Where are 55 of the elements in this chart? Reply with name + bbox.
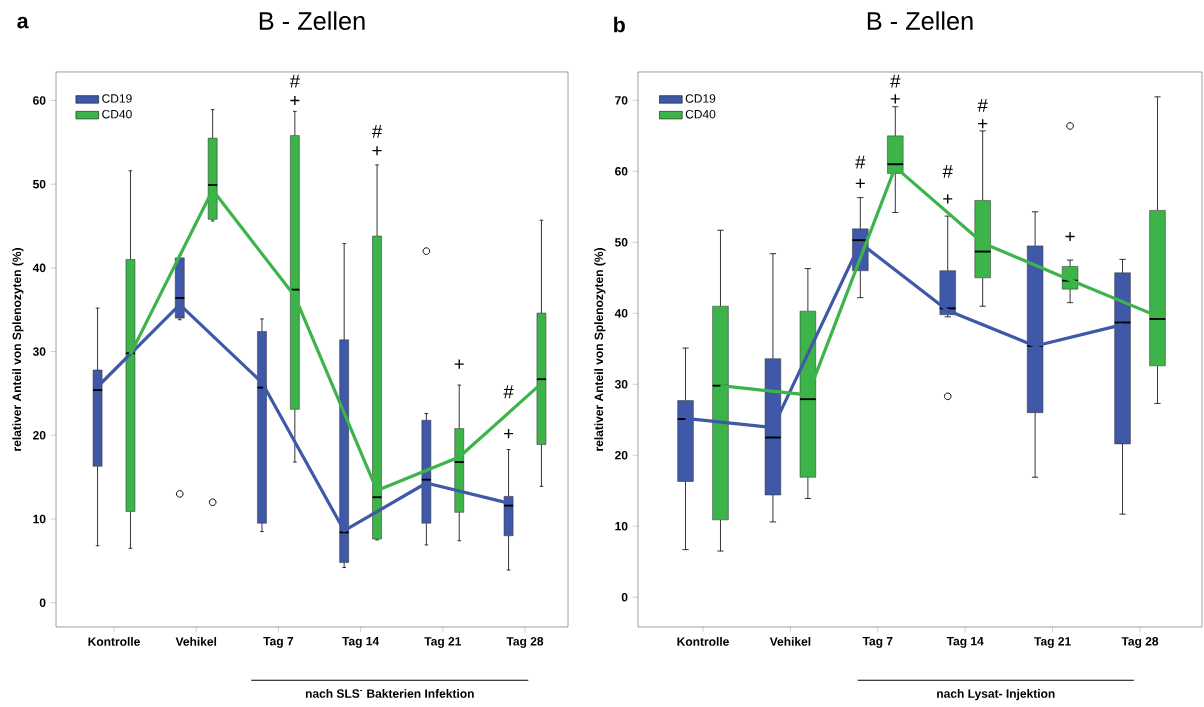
x-tick-label: Tag 28 bbox=[506, 637, 544, 648]
x-tick-label: Tag 28 bbox=[1121, 637, 1159, 648]
y-tick-label: 70 bbox=[615, 96, 628, 105]
y-tick-label: 30 bbox=[614, 380, 628, 389]
legend-label: CD40 bbox=[102, 109, 132, 119]
y-tick-label: 0 bbox=[621, 592, 628, 602]
legend-label: CD19 bbox=[102, 94, 132, 103]
x-tick-label: Kontrolle bbox=[88, 637, 140, 646]
annotation: # bbox=[289, 74, 300, 88]
y-tick-label: 30 bbox=[32, 347, 46, 356]
y-tick-label: 50 bbox=[32, 179, 46, 189]
x-axis-title: nach SLS$^{-}$ Bakterien Infektion bbox=[305, 689, 474, 698]
annotation: + bbox=[855, 178, 865, 188]
y-axis-title: relativer Anteil von Splenozyten (%) bbox=[594, 248, 606, 451]
y-tick-label: 60 bbox=[33, 96, 46, 105]
text: b bbox=[614, 16, 625, 33]
x-tick-label: Tag 14 bbox=[342, 637, 380, 648]
annotation: # bbox=[977, 98, 988, 112]
y-tick-label: 0 bbox=[39, 598, 46, 607]
x-tick-label: Tag 21 bbox=[424, 637, 462, 648]
x-tick-label: Kontrolle bbox=[677, 637, 729, 646]
annotation: # bbox=[942, 164, 953, 178]
text: a bbox=[17, 16, 29, 29]
chart-title: B - Zellen bbox=[867, 11, 973, 30]
annotation: + bbox=[1065, 231, 1075, 242]
x-axis-title: nach Lysat- Injektion bbox=[937, 689, 1055, 701]
annotation: + bbox=[943, 194, 953, 204]
x-tick-label: Vehikel bbox=[769, 637, 811, 646]
annotation: + bbox=[504, 429, 514, 439]
legend-label: CD19 bbox=[685, 94, 716, 103]
x-tick-label: Vehikel bbox=[175, 637, 217, 646]
annotation: + bbox=[372, 146, 382, 156]
legend-label: CD40 bbox=[685, 109, 716, 119]
y-tick-label: 40 bbox=[32, 263, 46, 273]
annotation: # bbox=[371, 125, 383, 138]
x-tick-label: Tag 21 bbox=[1034, 637, 1071, 648]
annotation: + bbox=[454, 359, 464, 369]
y-axis-title: relativer Anteil von Splenozyten (%) bbox=[12, 248, 24, 451]
y-tick-label: 50 bbox=[614, 238, 628, 247]
annotation: + bbox=[890, 94, 900, 104]
y-tick-label: 40 bbox=[614, 309, 628, 318]
y-tick-label: 20 bbox=[33, 431, 46, 440]
annotation: # bbox=[503, 385, 514, 399]
y-tick-label: 10 bbox=[615, 521, 628, 531]
y-tick-label: 60 bbox=[615, 167, 628, 176]
annotation: # bbox=[890, 74, 901, 88]
annotation: + bbox=[978, 119, 988, 129]
chart-title: B - Zellen bbox=[259, 11, 365, 30]
x-tick-label: Tag 14 bbox=[946, 637, 984, 648]
annotation: + bbox=[290, 95, 300, 106]
x-tick-label: Tag 7 bbox=[862, 637, 893, 648]
y-tick-label: 20 bbox=[615, 450, 628, 460]
annotation: # bbox=[855, 155, 866, 169]
x-tick-label: Tag 7 bbox=[263, 637, 294, 648]
y-tick-label: 10 bbox=[33, 514, 46, 524]
